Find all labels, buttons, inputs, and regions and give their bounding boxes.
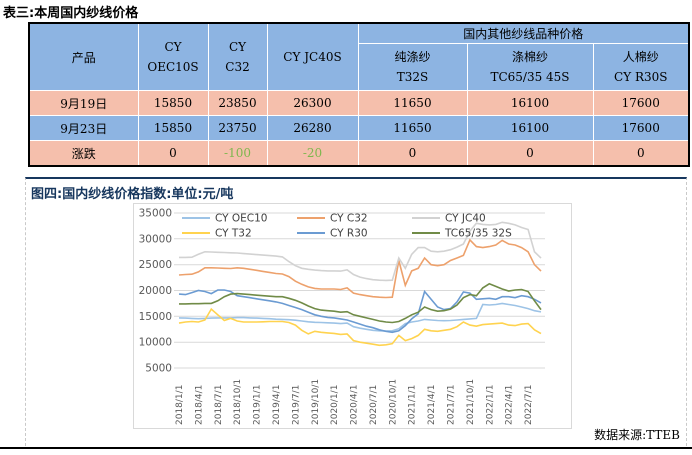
legend-label: CY T32 [215,228,252,240]
x-axis-label: 2020/7/1 [369,385,379,425]
x-axis-label: 2018/1/1 [175,385,185,425]
row-label: 9月19日 [28,90,139,116]
series-line-cy-c32 [178,238,542,299]
legend-label: CY OEC10 [215,213,268,225]
table-cell: 26300 [266,90,359,116]
table-cell: 11650 [357,115,468,141]
legend-label: CY JC40 [445,213,486,225]
table-cell: 11650 [357,90,468,116]
series-line-cy-t32 [178,307,542,347]
series-line-tc65-35-32s [179,282,542,324]
x-axis-label: 2021/10/1 [466,379,476,425]
table-cell: 15850 [137,115,209,141]
x-axis-label: 2018/10/1 [233,379,243,425]
row-label: 涨跌 [28,140,139,167]
table-cell: 16100 [466,115,594,141]
x-axis-label: 2021/7/1 [447,385,457,425]
series-line-cy-jc40 [179,221,542,282]
x-axis-label: 2022/4/1 [505,385,515,425]
table-row: 9月19日 15850 23850 26300 11650 16100 17600 [28,90,690,116]
legend-label: CY R30 [330,228,368,240]
table-cell: -100 [207,140,268,167]
col-header-2: CY JC40S [266,22,359,91]
chart-title: 图四:国内纱线价格指数:单位:元/吨 [31,187,234,202]
table-cell: 0 [357,140,468,167]
x-axis-label: 2022/1/1 [485,385,495,425]
series-line-cy-r30 [178,289,542,334]
x-axis-label: 2020/10/1 [388,379,398,425]
price-table-body: 9月19日 15850 23850 26300 11650 16100 17600 9月23日… [28,90,690,167]
y-axis-label: 25000 [139,259,172,271]
table-row: 9月23日 15850 23750 26280 11650 16100 17600 [28,115,690,141]
y-axis-label: 10000 [139,337,172,349]
x-axis-label: 2019/4/1 [272,385,282,425]
x-axis-label: 2020/4/1 [350,385,360,425]
legend-label: CY C32 [330,213,368,225]
x-axis-label: 2021/4/1 [427,385,437,425]
y-axis-label: 35000 [139,208,172,220]
table-cell: 0 [592,140,690,167]
sub-header-1: 涤棉纱 TC65/35 45S [466,43,594,91]
table-cell: 0 [466,140,594,167]
table-cell: 23850 [207,90,268,116]
x-axis-label: 2020/1/1 [330,385,340,425]
price-table: 产品 CY OEC10S CY C32 CY JC40S 国内其他纱线品种价格 纯涤纱 T32S… [28,22,691,167]
x-axis-label: 2019/1/1 [253,385,263,425]
chart-section: 图四:国内纱线价格指数:单位:元/吨 35000 30000 25000 20000 1… [25,177,687,446]
x-axis-label: 2018/7/1 [214,385,224,425]
col-header-0: CY OEC10S [137,22,209,91]
y-axis-label: 20000 [139,285,172,297]
chart-frame: 35000 30000 25000 20000 15000 10000 5000 2018/1… [133,203,572,429]
x-axis-label: 2019/7/1 [291,385,301,425]
series-line-cy-oec10 [178,302,542,332]
table-cell: 16100 [466,90,594,116]
y-axis-label: 5000 [145,363,172,375]
col-header-product: 产品 [28,22,139,91]
x-axis-label: 2019/10/1 [311,379,321,425]
table-cell: 15850 [137,90,209,116]
table-row: 涨跌 0 -100 -20 0 0 0 [28,140,690,167]
sub-header-2: 人棉纱 CY R30S [592,43,690,91]
x-axis-label: 2022/7/1 [524,385,534,425]
table-cell: 17600 [592,115,690,141]
chart-svg: 35000300002500020000150001000050002018/1… [139,208,545,425]
price-table-head: 产品 CY OEC10S CY C32 CY JC40S 国内其他纱线品种价格 纯涤纱 T32S… [28,22,690,91]
legend-label: TC65/35 32S [444,228,512,240]
data-source-label: 数据来源:TTEB [594,428,680,442]
y-axis-label: 30000 [139,233,172,245]
row-label: 9月23日 [28,115,139,141]
col-header-1: CY C32 [207,22,268,91]
table-cell: -20 [266,140,359,167]
table-cell: 23750 [207,115,268,141]
table-title: 表三:本周国内纱线价格 [3,6,139,21]
sub-header-0: 纯涤纱 T32S [357,43,468,91]
table-cell: 0 [137,140,209,167]
table-cell: 26280 [266,115,359,141]
bottom-divider [0,447,692,449]
x-axis-label: 2018/4/1 [194,385,204,425]
y-axis-label: 15000 [139,311,172,323]
table-cell: 17600 [592,90,690,116]
group-header: 国内其他纱线品种价格 [357,22,690,44]
x-axis-label: 2021/1/1 [408,385,418,425]
